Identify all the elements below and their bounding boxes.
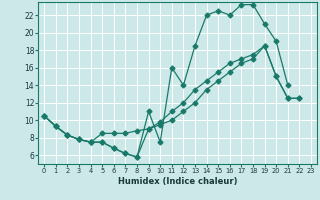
X-axis label: Humidex (Indice chaleur): Humidex (Indice chaleur) <box>118 177 237 186</box>
